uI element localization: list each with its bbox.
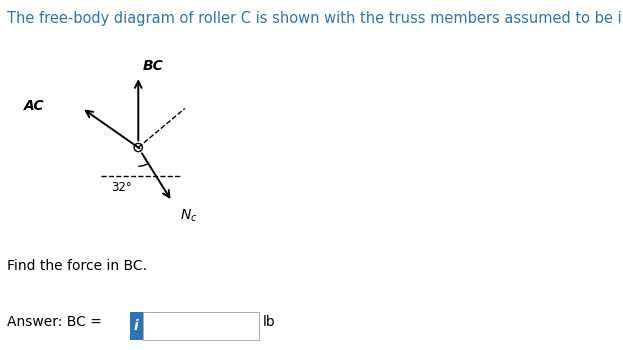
Text: $N_c$: $N_c$	[179, 208, 197, 224]
Text: 32°: 32°	[112, 181, 132, 194]
Text: The free-body diagram of roller C is shown with the truss members assumed to be : The free-body diagram of roller C is sho…	[7, 10, 623, 26]
Text: AC: AC	[24, 99, 44, 113]
Text: BC: BC	[143, 58, 163, 72]
Text: Answer: BC =: Answer: BC =	[7, 315, 107, 329]
Text: i: i	[134, 318, 139, 332]
Text: Find the force in BC.: Find the force in BC.	[7, 259, 148, 273]
Text: lb: lb	[263, 315, 275, 329]
